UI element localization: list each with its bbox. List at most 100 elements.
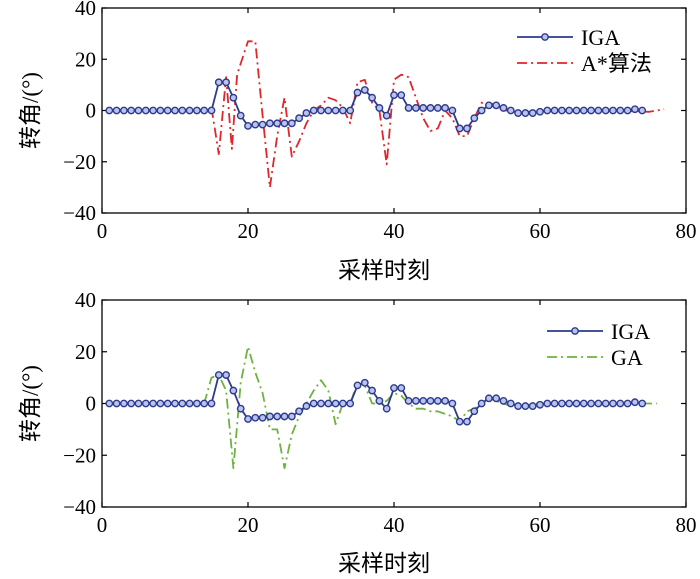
data-point [506,399,515,408]
data-point [638,106,647,115]
data-point [105,399,114,408]
data-point [338,106,347,115]
data-point [178,106,187,115]
data-point [587,106,595,115]
data-point [536,400,544,409]
data-point [207,106,216,115]
data-point [390,91,398,100]
data-point [484,101,493,110]
x-axis-label: 采样时刻 [338,258,430,283]
data-point [229,386,238,395]
legend-background [545,321,680,366]
data-point [419,397,428,405]
y-tick-label: 20 [75,47,96,71]
data-point [360,86,369,94]
data-point [222,78,231,87]
data-point [514,109,522,117]
data-point [426,397,435,405]
data-point [302,402,311,410]
legend-label-iga: IGA [581,25,620,50]
data-point [244,121,252,130]
data-point [521,109,530,117]
data-point [492,394,501,403]
data-point [353,381,362,390]
data-point [258,120,267,129]
data-point [572,106,581,115]
data-point [455,417,464,426]
data-point [536,107,544,116]
data-point [609,399,617,408]
data-point [295,114,303,123]
data-point [550,399,559,408]
y-tick-label: 40 [75,0,96,20]
x-tick-label: 60 [530,219,551,243]
data-point [171,399,179,408]
y-tick-label: −20 [63,150,96,174]
data-point [601,106,610,115]
legend-marker-iga [541,33,549,41]
data-point [280,119,289,128]
series-line-iga [109,374,643,423]
data-point [565,106,574,115]
data-point [631,398,639,407]
y-tick-label: 0 [86,392,97,416]
data-point [324,399,333,408]
data-point [265,412,274,421]
data-point [528,109,537,117]
data-point [448,106,457,115]
legend-marker-iga [571,327,579,335]
data-point [419,104,428,112]
data-point [236,404,245,413]
data-point [178,399,187,408]
data-point [368,386,376,395]
data-point [185,399,194,408]
data-point [594,106,603,115]
data-point [141,399,150,408]
data-point [331,106,340,115]
data-point [375,397,384,405]
data-point [404,104,413,112]
data-point [251,120,260,129]
data-point [550,106,559,115]
data-point [411,397,420,405]
data-point [638,399,647,408]
data-point [149,106,158,115]
data-point [236,111,245,120]
y-tick-label: −20 [63,443,96,467]
data-point [258,413,267,422]
data-point [623,106,632,115]
data-point [609,106,617,115]
x-tick-label: 0 [97,219,108,243]
data-point [390,384,398,392]
data-point [455,124,464,133]
data-point [134,106,143,115]
data-point [317,399,325,408]
x-tick-label: 20 [238,219,259,243]
data-point [295,407,303,416]
data-point [594,399,603,408]
x-tick-label: 40 [384,219,405,243]
data-point [448,399,457,408]
data-point [433,104,442,112]
data-point [171,106,179,115]
data-point [207,399,216,408]
data-point [141,106,150,115]
data-point [397,91,406,100]
data-point [192,106,201,115]
data-point [214,371,223,379]
data-point [404,397,413,405]
data-point [616,399,625,408]
data-point [127,399,136,408]
x-tick-label: 0 [97,513,108,537]
data-point [105,106,114,115]
y-tick-label: 20 [75,340,96,364]
data-point [163,106,172,115]
data-point [324,106,333,115]
data-point [251,413,260,422]
data-point [470,407,479,416]
y-tick-label: −40 [63,495,96,519]
